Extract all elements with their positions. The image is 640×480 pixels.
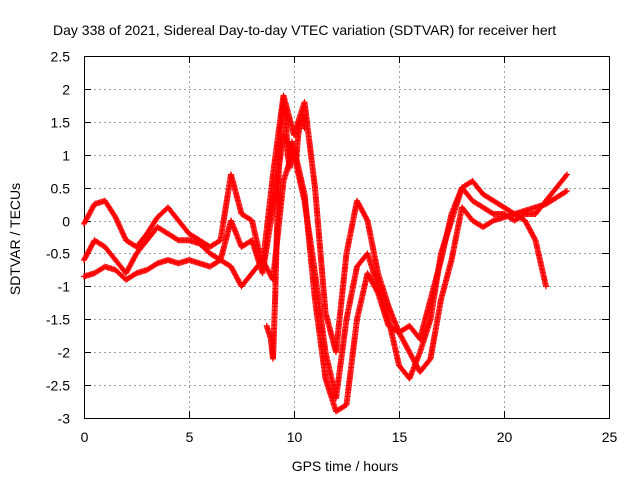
data-point-marker (113, 215, 120, 222)
data-point-marker (87, 208, 94, 215)
data-point-marker (153, 261, 160, 268)
series-track-4 (263, 99, 308, 362)
data-point-marker (120, 231, 127, 238)
data-point-marker (119, 229, 126, 236)
data-point-marker (530, 233, 537, 240)
data-point-marker (523, 220, 530, 227)
y-tick-label: -0.5 (46, 246, 70, 262)
data-point-marker (83, 251, 90, 258)
y-tick-label: 0 (62, 214, 70, 230)
data-point-marker (114, 219, 121, 226)
series-track-3 (81, 145, 570, 415)
data-point-marker (522, 218, 529, 225)
data-point-marker (87, 245, 94, 252)
data-point-marker (374, 288, 381, 295)
y-tick-label: 2 (62, 82, 70, 98)
plot-frame (84, 56, 610, 419)
data-point-marker (526, 226, 533, 233)
x-tick-label: 10 (287, 429, 303, 445)
x-tick-label: 5 (186, 429, 194, 445)
y-tick-label: 0.5 (51, 181, 71, 197)
data-point-marker (115, 221, 122, 228)
y-tick-label: -2.5 (46, 378, 70, 394)
x-axis-label: GPS time / hours (292, 458, 399, 474)
x-tick-label: 15 (392, 429, 408, 445)
data-point-marker (83, 215, 90, 222)
x-tick-label: 0 (81, 429, 89, 445)
data-point-marker (564, 171, 570, 178)
data-point-marker (132, 271, 139, 278)
y-tick-label: 1 (62, 148, 70, 164)
y-tick-label: -3 (58, 411, 71, 427)
y-tick-label: 1.5 (51, 115, 71, 131)
data-point-marker (121, 233, 128, 240)
data-point-marker (543, 283, 549, 290)
data-points (81, 92, 570, 415)
y-tick-label: -2 (58, 345, 71, 361)
data-point-marker (489, 218, 496, 225)
data-point-marker (529, 232, 536, 239)
grid (84, 56, 609, 418)
data-point-marker (116, 222, 123, 229)
data-point-marker (118, 227, 125, 234)
y-tick-label: 2.5 (51, 49, 71, 65)
data-point-marker (562, 172, 569, 179)
data-point-marker (113, 216, 120, 223)
data-point-marker (121, 234, 128, 241)
data-point-marker (117, 225, 124, 232)
data-point-marker (118, 226, 125, 233)
x-tick-label: 25 (602, 429, 618, 445)
data-point-marker (489, 210, 496, 217)
data-point-marker (564, 187, 570, 194)
data-point-marker (114, 218, 121, 225)
data-point-marker (426, 357, 433, 364)
data-point-marker (112, 214, 119, 221)
y-tick-label: -1.5 (46, 312, 70, 328)
axis-ticks: 0 5 10 15 20 25 2.5 2 1.5 1 0.5 0 -0.5 -1 -1.5 -2 -2.5 -3 (46, 49, 618, 446)
series-track-1 (81, 92, 549, 356)
data-point-marker (526, 225, 533, 232)
chart-title: Day 338 of 2021, Sidereal Day-to-day VTE… (53, 22, 556, 38)
data-point-marker (116, 223, 123, 230)
x-tick-label: 20 (497, 429, 513, 445)
data-point-marker (174, 236, 181, 243)
data-point-marker (531, 235, 538, 242)
y-tick-label: -1 (58, 279, 71, 295)
data-point-marker (119, 230, 126, 237)
data-point-marker (363, 216, 370, 223)
y-axis-label: SDTVAR / TECUs (7, 183, 23, 295)
data-point-marker (562, 188, 569, 195)
data-point-marker (301, 125, 308, 132)
